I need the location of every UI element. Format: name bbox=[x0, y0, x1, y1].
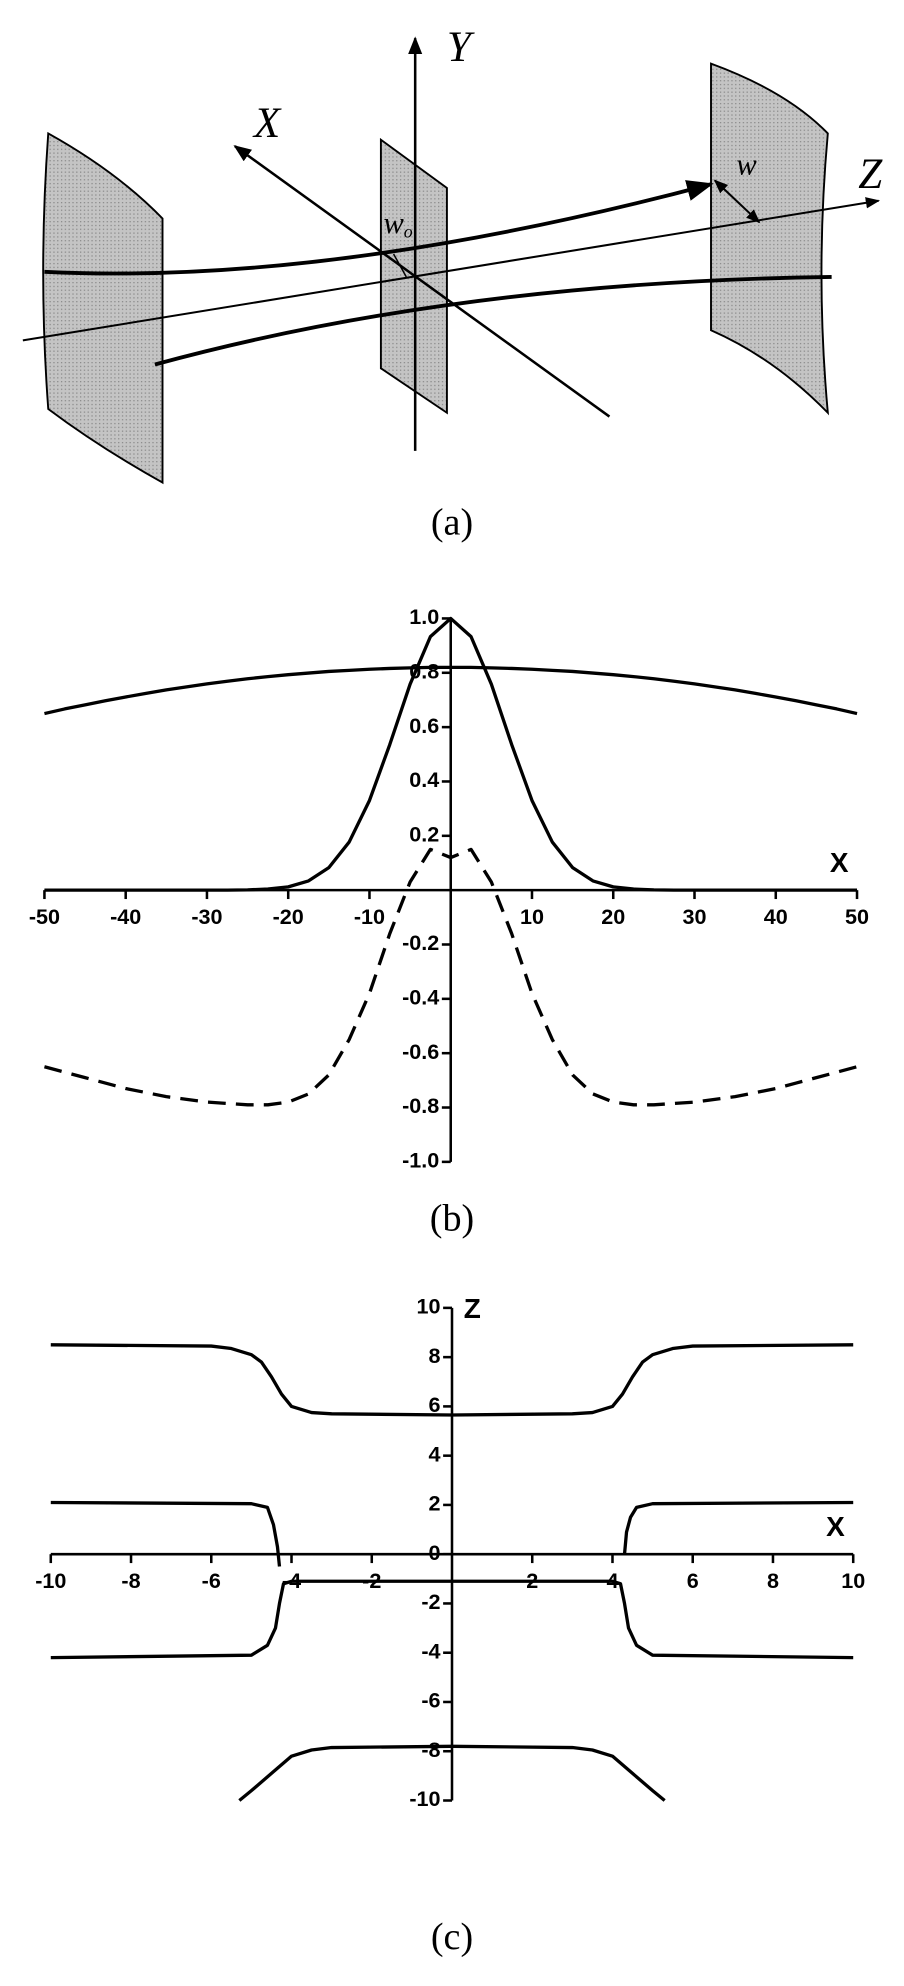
y-tick-label: 0.6 bbox=[409, 713, 439, 738]
w-label: w bbox=[736, 148, 757, 182]
y-label: Y bbox=[447, 24, 475, 71]
y-tick-label: -0.2 bbox=[402, 930, 439, 955]
y-tick-label: -10 bbox=[409, 1786, 440, 1811]
x-tick-label: -40 bbox=[110, 904, 141, 929]
w0-label: wo bbox=[383, 206, 412, 242]
series-line bbox=[50, 1343, 854, 1417]
x-tick-label: -30 bbox=[191, 904, 222, 929]
x-tick-label: -6 bbox=[202, 1568, 221, 1593]
w-arrow bbox=[713, 179, 761, 224]
series-line bbox=[238, 1744, 666, 1802]
y-tick-label: -0.4 bbox=[402, 985, 439, 1010]
y-tick-label: -8 bbox=[421, 1737, 440, 1762]
x-tick-label: 6 bbox=[687, 1568, 699, 1593]
x-tick-label: 20 bbox=[601, 904, 625, 929]
w0-base: w bbox=[383, 206, 404, 240]
x-tick-label: 10 bbox=[841, 1568, 865, 1593]
y-tick-label: 2 bbox=[429, 1491, 441, 1516]
series-line bbox=[622, 1500, 854, 1555]
w0-sub: o bbox=[404, 222, 413, 242]
beam-lower-edge bbox=[154, 275, 832, 367]
y-tick-label: 8 bbox=[429, 1343, 441, 1368]
y-tick-label: -6 bbox=[421, 1688, 440, 1713]
y-tick-label: 6 bbox=[429, 1392, 441, 1417]
beam-diagram: Y X Z w wo (a) bbox=[22, 24, 883, 543]
right-mirror bbox=[710, 62, 830, 416]
y-tick-label: 1.0 bbox=[409, 604, 439, 629]
caption: (b) bbox=[430, 1197, 474, 1239]
x-tick-label: -20 bbox=[273, 904, 304, 929]
y-axis-label: Z bbox=[464, 1293, 481, 1324]
x-tick-label: 10 bbox=[520, 904, 544, 929]
y-tick-label: 4 bbox=[429, 1441, 441, 1466]
caption: (c) bbox=[431, 1916, 473, 1958]
x-tick-label: 8 bbox=[767, 1568, 779, 1593]
y-tick-label: 0.8 bbox=[409, 658, 439, 683]
series-line bbox=[50, 1500, 282, 1567]
y-tick-label: -4 bbox=[421, 1638, 440, 1663]
x-tick-label: 30 bbox=[682, 904, 706, 929]
x-axis-3d bbox=[233, 145, 611, 418]
y-tick-label: 0 bbox=[429, 1540, 441, 1565]
z-label: Z bbox=[858, 151, 883, 198]
x-tick-label: -10 bbox=[354, 904, 385, 929]
beam-upper-edge bbox=[44, 180, 714, 276]
x-tick-label: 40 bbox=[764, 904, 788, 929]
x-label: X bbox=[252, 100, 282, 147]
y-tick-label: -2 bbox=[421, 1589, 440, 1614]
x-tick-label: -8 bbox=[121, 1568, 140, 1593]
x-tick-label: -10 bbox=[35, 1568, 66, 1593]
series-line bbox=[44, 665, 858, 716]
x-axis-label: X bbox=[830, 847, 849, 878]
y-tick-label: 0.2 bbox=[409, 822, 439, 847]
x-tick-label: 50 bbox=[845, 904, 869, 929]
series-line bbox=[44, 847, 858, 1107]
y-tick-label: -1.0 bbox=[402, 1148, 439, 1173]
y-tick-label: 0.4 bbox=[409, 767, 439, 792]
caption-a: (a) bbox=[431, 501, 473, 543]
y-tick-label: -0.6 bbox=[402, 1039, 439, 1064]
x-axis-label: X bbox=[826, 1511, 845, 1542]
z-axis-3d bbox=[22, 197, 881, 342]
x-tick-label: -50 bbox=[29, 904, 60, 929]
y-tick-label: -0.8 bbox=[402, 1093, 439, 1118]
series-line bbox=[50, 1579, 854, 1660]
w0-arrow bbox=[392, 253, 407, 278]
left-mirror bbox=[42, 131, 164, 485]
y-tick-label: 10 bbox=[417, 1294, 441, 1319]
series-line bbox=[44, 616, 858, 892]
